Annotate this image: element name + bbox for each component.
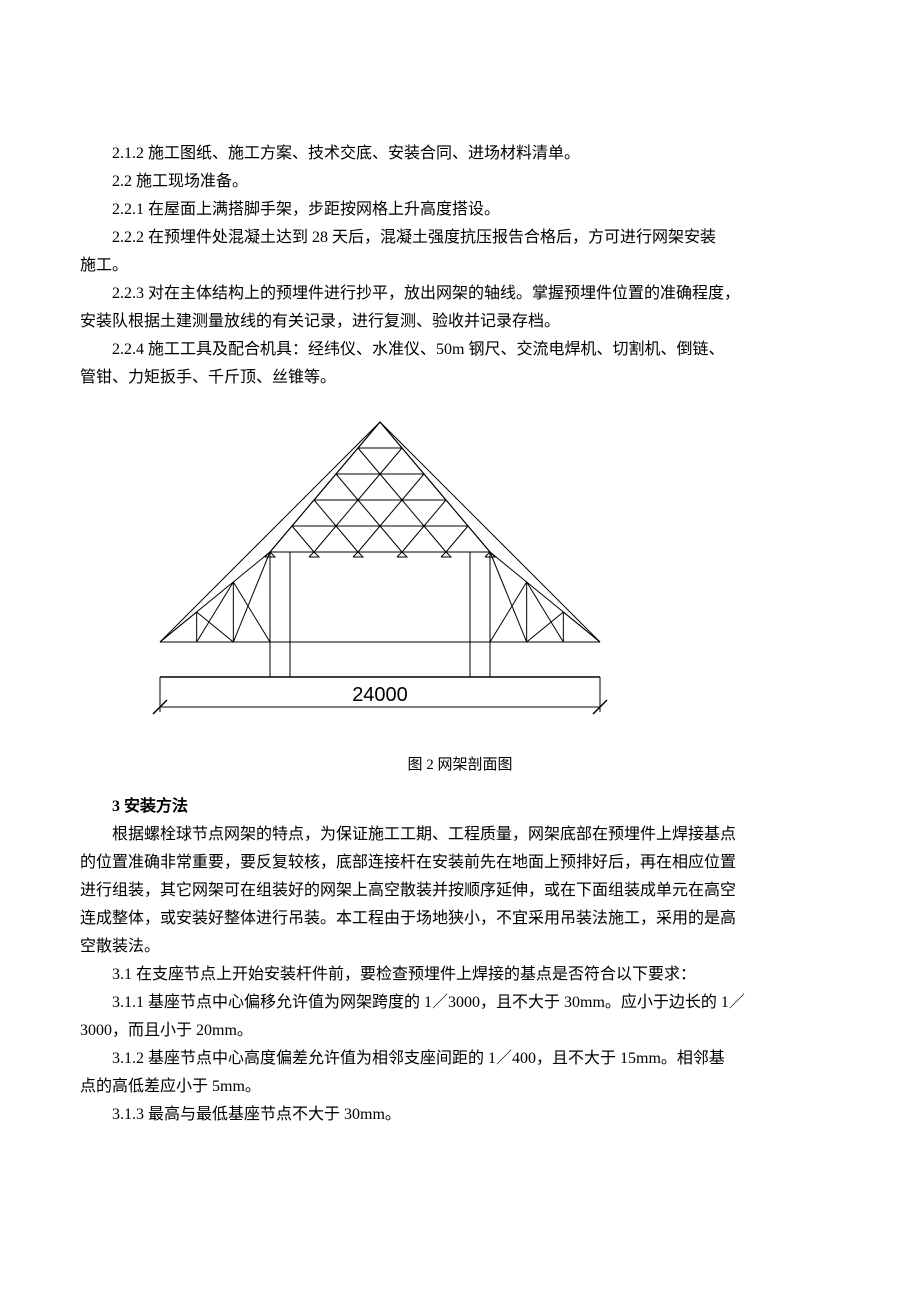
paragraph-3-1-3: 3.1.3 最高与最低基座节点不大于 30mm。: [80, 1101, 840, 1129]
paragraph-2-2-3-a: 2.2.3 对在主体结构上的预埋件进行抄平，放出网架的轴线。掌握预埋件位置的准确…: [80, 280, 840, 308]
paragraph-2-2-4-a: 2.2.4 施工工具及配合机具：经纬仪、水准仪、50m 钢尺、交流电焊机、切割机…: [80, 336, 840, 364]
heading-3: 3 安装方法: [80, 793, 840, 821]
paragraph-2-2-4-b: 管钳、力矩扳手、千斤顶、丝锥等。: [80, 364, 840, 392]
paragraph-3-intro-d: 连成整体，或安装好整体进行吊装。本工程由于场地狭小，不宜采用吊装法施工，采用的是…: [80, 905, 840, 933]
paragraph-3-intro-b: 的位置准确非常重要，要反复较核，底部连接杆在安装前先在地面上预排好后，再在相应位…: [80, 849, 840, 877]
paragraph-2-1-2: 2.1.2 施工图纸、施工方案、技术交底、安装合同、进场材料清单。: [80, 140, 840, 168]
paragraph-2-2-2-b: 施工。: [80, 252, 840, 280]
paragraph-3-intro-c: 进行组装，其它网架可在组装好的网架上高空散装并按顺序延伸，或在下面组装成单元在高…: [80, 877, 840, 905]
truss-diagram-svg: 24000: [140, 412, 620, 732]
paragraph-3-1-2-a: 3.1.2 基座节点中心高度偏差允许值为相邻支座间距的 1／400，且不大于 1…: [80, 1045, 840, 1073]
paragraph-2-2: 2.2 施工现场准备。: [80, 168, 840, 196]
paragraph-2-2-1: 2.2.1 在屋面上满搭脚手架，步距按网格上升高度搭设。: [80, 196, 840, 224]
paragraph-3-1: 3.1 在支座节点上开始安装杆件前，要检查预埋件上焊接的基点是否符合以下要求：: [80, 961, 840, 989]
paragraph-3-1-1-b: 3000，而且小于 20mm。: [80, 1017, 840, 1045]
paragraph-3-intro-e: 空散装法。: [80, 933, 840, 961]
paragraph-3-1-1-a: 3.1.1 基座节点中心偏移允许值为网架跨度的 1／3000，且不大于 30mm…: [80, 989, 840, 1017]
svg-text:24000: 24000: [352, 684, 408, 706]
paragraph-3-1-2-b: 点的高低差应小于 5mm。: [80, 1073, 840, 1101]
paragraph-3-intro-a: 根据螺栓球节点网架的特点，为保证施工工期、工程质量，网架底部在预埋件上焊接基点: [80, 821, 840, 849]
figure-truss-section: 24000: [80, 412, 840, 742]
paragraph-2-2-3-b: 安装队根据土建测量放线的有关记录，进行复测、验收并记录存档。: [80, 308, 840, 336]
paragraph-2-2-2-a: 2.2.2 在预埋件处混凝土达到 28 天后，混凝土强度抗压报告合格后，方可进行…: [80, 224, 840, 252]
figure-caption: 图 2 网架剖面图: [80, 752, 840, 778]
